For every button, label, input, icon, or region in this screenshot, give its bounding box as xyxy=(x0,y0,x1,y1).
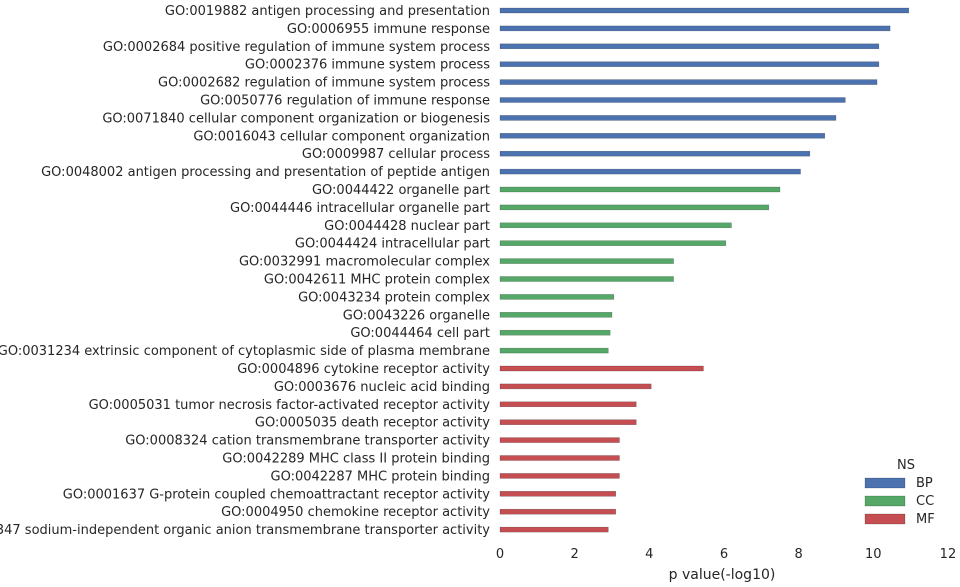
bar-bp xyxy=(499,150,811,157)
category-label: GO:0002684 positive regulation of immune… xyxy=(103,40,490,55)
bar-cc xyxy=(499,276,674,282)
bar-mf xyxy=(499,437,620,443)
bar-cc xyxy=(499,294,615,300)
legend-label-cc: CC xyxy=(916,494,934,509)
legend-label-bp: BP xyxy=(916,476,933,491)
category-label: GO:0008324 cation transmembrane transpor… xyxy=(125,434,490,449)
category-label: GO:0005031 tumor necrosis factor-activat… xyxy=(89,398,491,413)
category-label: GO:0042611 MHC protein complex xyxy=(264,273,490,288)
category-labels-layer: GO:0019882 antigen processing and presen… xyxy=(0,4,490,538)
category-label: GO:0002376 immune system process xyxy=(245,58,490,73)
bar-mf xyxy=(499,383,652,390)
bar-cc xyxy=(499,204,770,211)
bar-bp xyxy=(499,97,846,103)
bar-cc xyxy=(499,329,611,336)
bar-cc xyxy=(499,222,732,229)
category-label: GO:0009987 cellular process xyxy=(302,147,490,162)
category-label: GO:0006955 immune response xyxy=(287,22,490,37)
legend-swatch-cc xyxy=(864,495,906,507)
x-tick-label: 12 xyxy=(940,547,957,562)
category-label: GO:0019882 antigen processing and presen… xyxy=(165,4,490,19)
category-label: GO:0001637 G-protein coupled chemoattrac… xyxy=(63,487,491,502)
category-label: GO:0071840 cellular component organizati… xyxy=(102,111,490,126)
bar-bp xyxy=(499,115,837,121)
bar-bp xyxy=(499,168,801,175)
bar-cc xyxy=(499,240,727,246)
category-label: GO:0016043 cellular component organizati… xyxy=(193,129,490,144)
category-label: GO:0004896 cytokine receptor activity xyxy=(237,362,490,377)
bar-mf xyxy=(499,473,620,479)
legend-items: BP CC MF xyxy=(864,476,935,527)
x-tick-label: 2 xyxy=(571,547,579,562)
bar-mf xyxy=(499,491,616,497)
x-tick-label: 8 xyxy=(794,547,802,562)
category-label: GO:0043234 protein complex xyxy=(298,290,490,305)
legend-swatch-bp xyxy=(864,477,906,489)
bar-bp xyxy=(499,79,878,85)
bar-mf xyxy=(499,508,616,515)
category-label: GO:0004950 chemokine receptor activity xyxy=(221,505,490,520)
x-tick-label: 4 xyxy=(645,547,653,562)
legend: NS BP CC MF xyxy=(864,458,935,527)
legend-title: NS xyxy=(897,458,915,473)
category-label: GO:0043226 organelle xyxy=(343,308,490,323)
category-label: GO:0044428 nuclear part xyxy=(324,219,490,234)
x-tick-label: 6 xyxy=(720,547,728,562)
category-label: GO:0044422 organelle part xyxy=(312,183,490,198)
bar-cc xyxy=(499,347,609,354)
bar-cc xyxy=(499,258,674,264)
category-label: GO:0005035 death receptor activity xyxy=(255,416,490,431)
category-label: GO:0042287 MHC protein binding xyxy=(271,469,491,484)
category-label: GO:0003676 nucleic acid binding xyxy=(274,380,490,395)
category-label: GO:0032991 macromolecular complex xyxy=(239,255,490,270)
category-label: GO:0002682 regulation of immune system p… xyxy=(158,76,490,91)
bar-mf xyxy=(499,365,704,372)
category-label: GO:0031234 extrinsic component of cytopl… xyxy=(0,344,490,359)
category-label: GO:0042289 MHC class II protein binding xyxy=(222,452,490,467)
bar-cc xyxy=(499,186,781,193)
bar-bp xyxy=(499,43,880,50)
legend-label-mf: MF xyxy=(916,512,935,527)
category-label: GO:0044464 cell part xyxy=(350,326,490,341)
x-tick-label: 0 xyxy=(496,547,504,562)
bar-mf xyxy=(499,455,620,461)
category-label: GO:0015347 sodium-independent organic an… xyxy=(0,523,490,538)
legend-swatch-mf xyxy=(864,513,906,525)
bar-mf xyxy=(499,526,609,533)
bars-layer xyxy=(499,7,910,533)
category-label: GO:0050776 regulation of immune response xyxy=(200,94,490,109)
category-label: GO:0044446 intracellular organelle part xyxy=(230,201,490,216)
x-tick-label: 10 xyxy=(865,547,882,562)
bar-bp xyxy=(499,61,880,67)
x-axis-title: p value(-log10) xyxy=(669,567,776,583)
bar-mf xyxy=(499,401,637,408)
bar-bp xyxy=(499,25,891,32)
x-axis-ticks: 0 2 4 6 8 10 12 xyxy=(496,547,956,562)
category-label: GO:0048002 antigen processing and presen… xyxy=(41,165,490,180)
bar-bp xyxy=(499,133,826,139)
bar-bp xyxy=(499,7,910,14)
bar-mf xyxy=(499,419,637,425)
bar-cc xyxy=(499,312,613,318)
category-label: GO:0044424 intracellular part xyxy=(295,237,490,252)
